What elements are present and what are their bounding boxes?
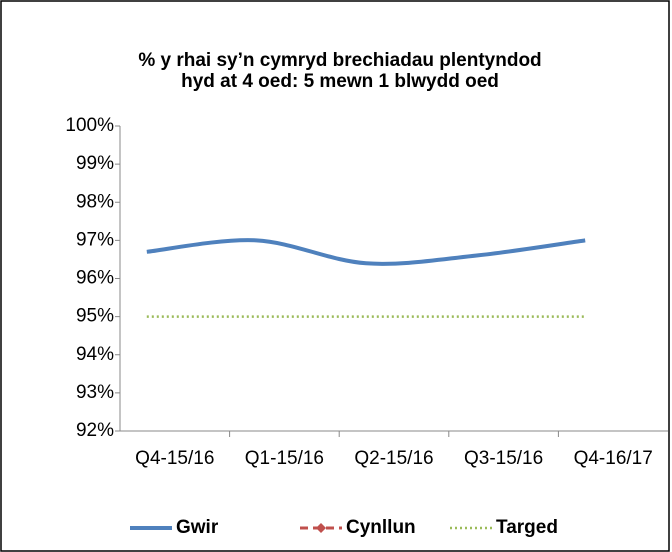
y-tick-label: 92%	[76, 420, 114, 441]
legend-label: Targed	[496, 517, 558, 538]
y-tick-label: 95%	[76, 306, 114, 327]
x-tick-label: Q4-16/17	[574, 448, 653, 469]
chart-title: % y rhai sy’n cymryd brechiadau plentynd…	[138, 50, 541, 71]
legend-label: Cynllun	[346, 517, 416, 538]
x-tick-label: Q3-15/16	[464, 448, 543, 469]
y-tick-label: 94%	[76, 344, 114, 365]
y-tick-label: 97%	[76, 229, 114, 250]
y-tick-label: 98%	[76, 191, 114, 212]
y-tick-label: 93%	[76, 382, 114, 403]
y-tick-label: 100%	[65, 115, 114, 136]
series-line	[146, 238, 586, 266]
x-tick-label: Q2-15/16	[354, 448, 433, 469]
y-tick-label: 96%	[76, 268, 114, 289]
x-tick-label: Q4-15/16	[135, 448, 214, 469]
chart-title: hyd at 4 oed: 5 mewn 1 blwydd oed	[181, 71, 499, 92]
legend-marker	[316, 523, 326, 533]
x-tick-label: Q1-15/16	[245, 448, 324, 469]
legend-label: Gwir	[176, 517, 219, 538]
y-tick-label: 99%	[76, 153, 114, 174]
